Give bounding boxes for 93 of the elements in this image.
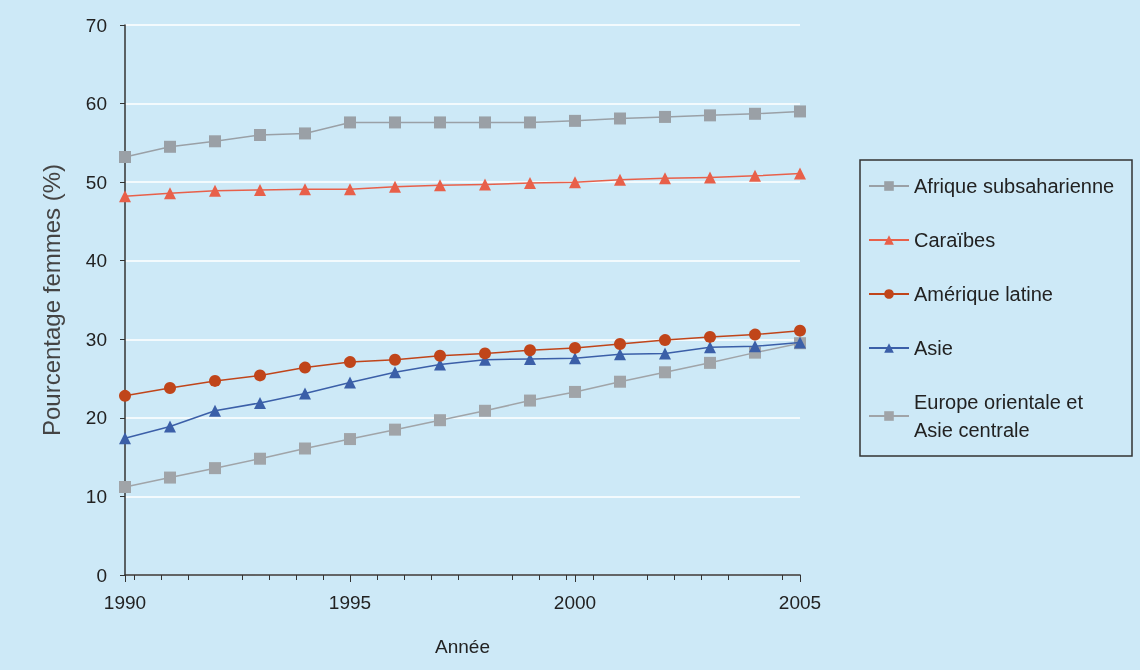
point [659,172,671,185]
point [749,107,761,120]
y-tick-label: 20 [85,407,107,429]
y-tick-label: 50 [85,171,107,193]
point [119,389,131,402]
point [479,178,491,191]
point [389,423,401,436]
point [434,116,446,129]
point [524,344,536,357]
x-axis-title: Année [435,636,490,657]
point [794,324,806,337]
point [389,353,401,366]
point [434,414,446,427]
point [209,462,221,475]
point [569,341,581,354]
point [164,140,176,153]
point [254,369,266,382]
y-tick-label: 70 [85,14,107,36]
point [749,340,761,353]
point [524,176,536,189]
point [479,116,491,129]
point [119,190,131,203]
point [299,183,311,196]
point [704,330,716,343]
point [614,112,626,125]
point [254,396,266,409]
point [524,394,536,407]
point [299,442,311,455]
point [659,366,671,379]
legend-label: Asie [914,337,953,359]
point [164,382,176,394]
y-axis-title: Pourcentage femmes (%) [37,163,65,437]
point [569,114,581,127]
x-tick-label: 2005 [778,592,822,613]
point [569,385,581,398]
point [209,374,221,387]
point [299,361,311,374]
point [659,347,671,360]
point [659,110,671,123]
y-tick-label: 0 [96,564,107,586]
point [209,135,221,148]
point [209,184,221,197]
point [704,356,716,369]
point [614,375,626,388]
point [704,171,716,184]
point [749,328,761,341]
x-tick-label: 1990 [103,592,147,613]
point [164,471,176,484]
point [299,127,311,140]
point [479,347,491,360]
legend-label: Caraïbes [914,229,996,251]
point [119,151,131,163]
point [389,180,401,193]
point [749,169,761,182]
legend-label: Europe orientale et Asie centrale [914,391,1089,441]
point [389,366,401,379]
y-tick-label: 30 [85,328,107,350]
point [299,387,311,400]
point [164,187,176,200]
point [119,481,131,493]
point [479,404,491,417]
point [344,116,356,129]
point [524,116,536,129]
point [344,376,356,389]
point [569,352,581,365]
legend-label: Afrique subsaharienne [914,175,1115,197]
point [209,404,221,417]
point [794,167,806,180]
y-tick-label: 40 [85,250,107,272]
point [254,452,266,465]
point [389,116,401,129]
point [704,109,716,122]
point [344,183,356,196]
point [164,420,176,433]
point [704,341,716,354]
point [119,432,131,445]
point [614,173,626,186]
y-tick-label: 10 [85,485,107,507]
point [569,176,581,189]
point [659,334,671,347]
legend-label: Amérique latine [914,283,1053,305]
point [434,179,446,192]
point [254,184,266,196]
point [344,433,356,446]
y-tick-label: 60 [85,93,107,115]
point [614,338,626,350]
point [254,129,266,141]
point [614,348,626,361]
x-tick-label: 1995 [328,592,372,613]
point [434,349,446,362]
point [344,356,356,369]
x-tick-label: 2000 [553,592,597,613]
point [794,105,806,118]
